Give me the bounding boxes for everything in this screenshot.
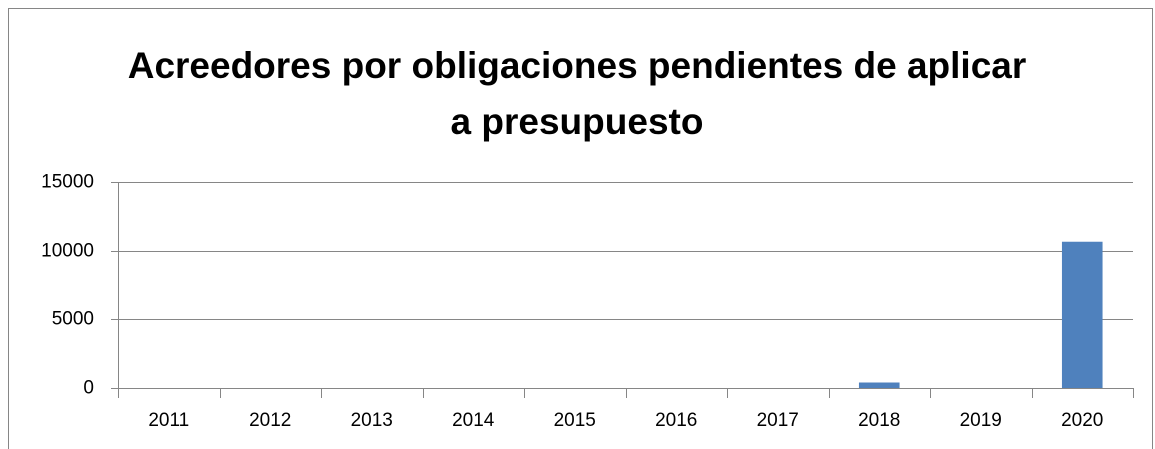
x-tick-label: 2018: [858, 410, 900, 431]
x-tick-label: 2015: [554, 410, 596, 431]
y-tick-label: 5000: [52, 309, 94, 330]
x-tick-label: 2020: [1061, 410, 1103, 431]
x-tick-label: 2013: [351, 410, 393, 431]
y-tick-label: 15000: [41, 172, 94, 193]
bar: [858, 382, 900, 388]
x-tick-label: 2011: [148, 410, 189, 431]
x-tick-label: 2016: [655, 410, 697, 431]
chart-border: [8, 8, 1153, 449]
y-tick-label: 10000: [41, 241, 94, 262]
y-tick-label: 0: [83, 378, 94, 399]
x-tick-label: 2019: [960, 410, 1002, 431]
bar: [1061, 241, 1103, 388]
chart-title: Acreedores por obligaciones pendientes d…: [127, 45, 1027, 142]
x-tick-label: 2017: [757, 410, 799, 431]
x-tick-label: 2014: [452, 410, 495, 431]
x-tick-label: 2012: [249, 410, 291, 431]
